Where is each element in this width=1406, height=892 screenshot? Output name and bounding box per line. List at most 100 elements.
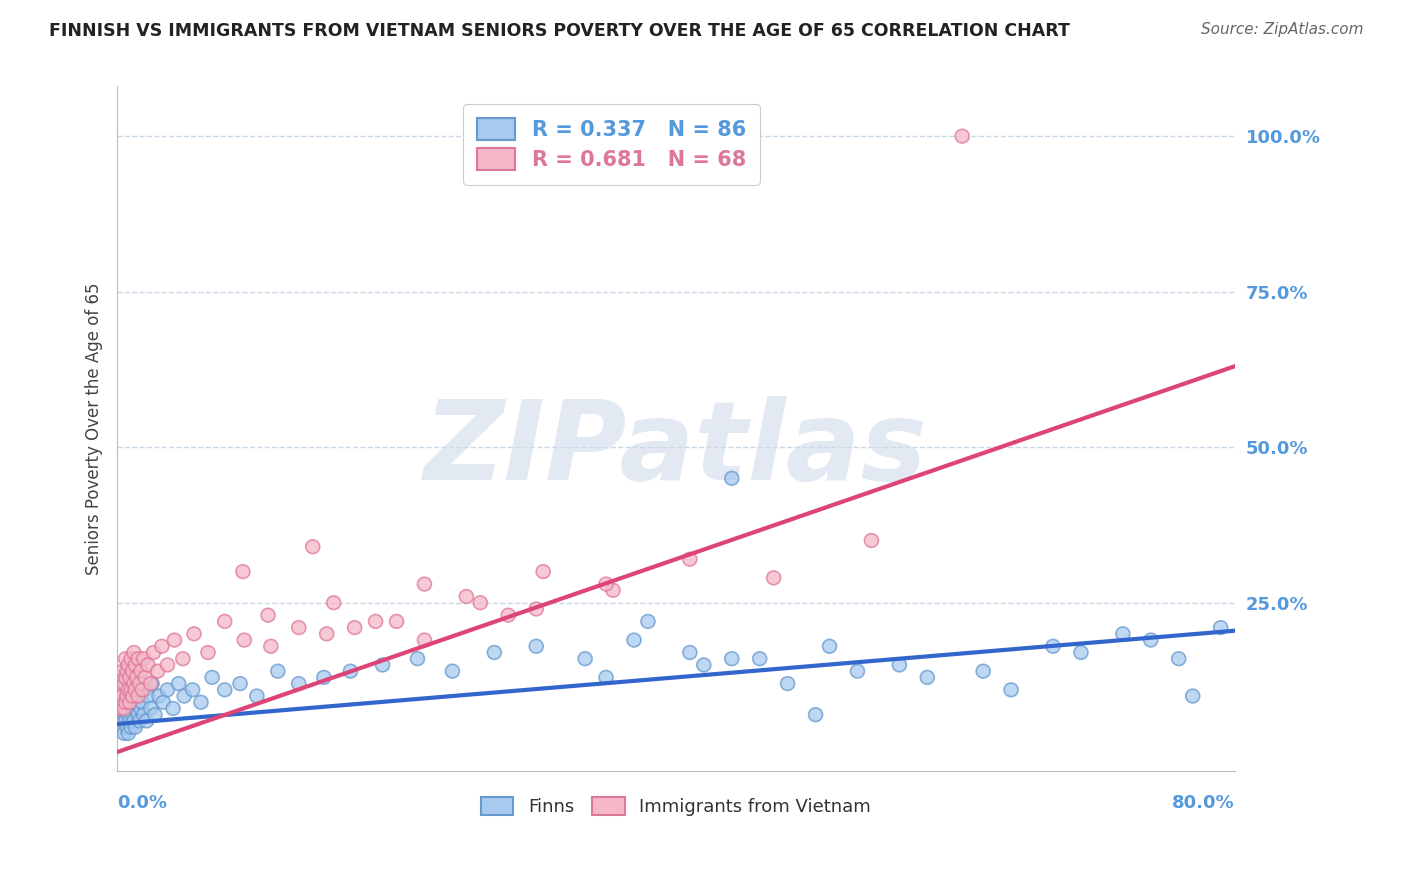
Ellipse shape [135,696,149,709]
Ellipse shape [129,671,143,684]
Ellipse shape [118,702,132,715]
Ellipse shape [264,640,278,653]
Ellipse shape [160,658,174,672]
Ellipse shape [114,671,128,684]
Ellipse shape [823,640,837,653]
Ellipse shape [118,696,132,709]
Ellipse shape [120,690,134,703]
Ellipse shape [127,677,141,690]
Ellipse shape [1144,633,1157,647]
Ellipse shape [292,621,305,634]
Ellipse shape [120,721,134,734]
Ellipse shape [115,665,129,678]
Ellipse shape [114,702,128,715]
Ellipse shape [125,690,139,703]
Ellipse shape [1004,683,1018,697]
Ellipse shape [1171,652,1185,665]
Text: FINNISH VS IMMIGRANTS FROM VIETNAM SENIORS POVERTY OVER THE AGE OF 65 CORRELATIO: FINNISH VS IMMIGRANTS FROM VIETNAM SENIO… [49,22,1070,40]
Ellipse shape [606,583,620,597]
Ellipse shape [176,652,190,665]
Ellipse shape [127,646,141,659]
Ellipse shape [117,726,131,740]
Ellipse shape [117,702,131,715]
Ellipse shape [128,702,142,715]
Ellipse shape [446,665,460,678]
Ellipse shape [160,683,174,697]
Y-axis label: Seniors Poverty Over the Age of 65: Seniors Poverty Over the Age of 65 [86,282,103,574]
Ellipse shape [136,708,150,722]
Ellipse shape [271,665,285,678]
Ellipse shape [389,615,404,628]
Ellipse shape [134,702,148,715]
Ellipse shape [155,640,169,653]
Ellipse shape [1116,627,1130,640]
Ellipse shape [375,658,389,672]
Ellipse shape [132,690,146,703]
Text: Source: ZipAtlas.com: Source: ZipAtlas.com [1201,22,1364,37]
Ellipse shape [172,677,186,690]
Ellipse shape [529,602,543,615]
Ellipse shape [343,665,357,678]
Ellipse shape [529,640,543,653]
Ellipse shape [111,690,125,703]
Ellipse shape [250,690,264,703]
Ellipse shape [724,652,738,665]
Ellipse shape [474,596,488,609]
Ellipse shape [125,665,139,678]
Ellipse shape [143,702,157,715]
Ellipse shape [955,129,969,143]
Ellipse shape [187,627,201,640]
Ellipse shape [120,665,134,678]
Ellipse shape [186,683,200,697]
Ellipse shape [124,652,138,665]
Ellipse shape [1046,640,1060,653]
Ellipse shape [124,721,138,734]
Ellipse shape [135,683,149,697]
Ellipse shape [141,690,155,703]
Ellipse shape [131,677,145,690]
Ellipse shape [233,677,247,690]
Ellipse shape [122,696,136,709]
Ellipse shape [120,690,134,703]
Ellipse shape [236,565,250,578]
Ellipse shape [411,652,425,665]
Ellipse shape [122,671,136,684]
Legend: Finns, Immigrants from Vietnam: Finns, Immigrants from Vietnam [474,789,879,823]
Ellipse shape [766,571,780,584]
Ellipse shape [127,696,141,709]
Ellipse shape [127,714,141,728]
Ellipse shape [156,696,170,709]
Ellipse shape [578,652,592,665]
Ellipse shape [262,608,276,622]
Ellipse shape [115,690,129,703]
Ellipse shape [780,677,794,690]
Ellipse shape [124,683,138,697]
Ellipse shape [132,714,146,728]
Ellipse shape [121,708,135,722]
Ellipse shape [118,714,132,728]
Ellipse shape [112,677,127,690]
Ellipse shape [148,708,162,722]
Text: 80.0%: 80.0% [1173,795,1234,813]
Ellipse shape [316,671,330,684]
Ellipse shape [319,627,333,640]
Ellipse shape [128,658,142,672]
Ellipse shape [121,658,135,672]
Ellipse shape [167,633,181,647]
Ellipse shape [138,683,152,697]
Ellipse shape [118,652,132,665]
Ellipse shape [697,658,711,672]
Ellipse shape [177,690,191,703]
Ellipse shape [122,714,136,728]
Ellipse shape [502,608,515,622]
Ellipse shape [1074,646,1088,659]
Ellipse shape [134,665,148,678]
Ellipse shape [124,683,138,697]
Ellipse shape [326,596,340,609]
Ellipse shape [115,714,129,728]
Ellipse shape [292,677,305,690]
Ellipse shape [488,646,502,659]
Ellipse shape [145,677,159,690]
Ellipse shape [152,690,166,703]
Ellipse shape [121,726,135,740]
